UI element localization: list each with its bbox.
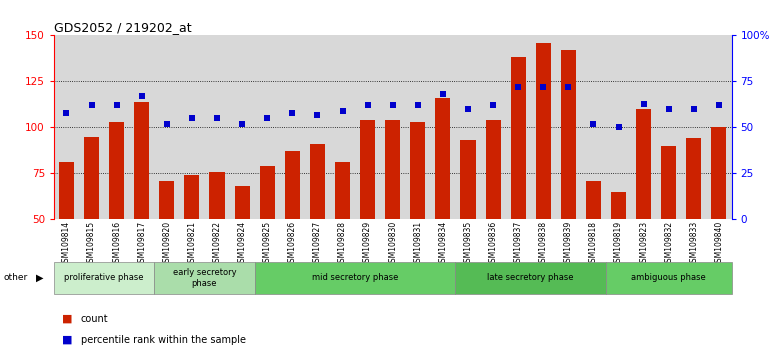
Point (336, 108, 349, 114)
Text: ▶: ▶ (36, 273, 44, 283)
Bar (511, 57, 526, 219)
Point (236, 121, 248, 127)
Point (562, 84, 574, 90)
Point (286, 110, 299, 115)
Bar (259, 166, 275, 219)
Point (713, 103, 725, 108)
Text: ■: ■ (62, 335, 72, 345)
Bar (586, 181, 601, 219)
Point (60, 110, 72, 115)
Bar (536, 43, 551, 219)
Point (688, 106, 700, 112)
Bar (109, 122, 124, 219)
Point (110, 103, 122, 108)
Bar (636, 109, 651, 219)
Text: early secretory
phase: early secretory phase (172, 268, 236, 287)
Text: count: count (81, 314, 109, 324)
Point (412, 103, 424, 108)
Text: ■: ■ (62, 314, 72, 324)
Text: GDS2052 / 219202_at: GDS2052 / 219202_at (54, 21, 192, 34)
Bar (360, 120, 375, 219)
Bar (335, 162, 350, 219)
Bar (686, 138, 701, 219)
Point (537, 84, 550, 90)
Bar (285, 152, 300, 219)
Point (437, 91, 449, 97)
Point (588, 121, 600, 127)
Point (638, 101, 650, 106)
Text: proliferative phase: proliferative phase (65, 273, 144, 282)
Bar (209, 172, 225, 219)
Bar (84, 137, 99, 219)
Point (487, 103, 499, 108)
Bar (410, 122, 425, 219)
Point (261, 115, 273, 121)
Text: other: other (4, 273, 28, 282)
Text: ambiguous phase: ambiguous phase (631, 273, 706, 282)
Text: late secretory phase: late secretory phase (487, 273, 574, 282)
Text: mid secretory phase: mid secretory phase (312, 273, 398, 282)
Point (361, 103, 373, 108)
Bar (159, 181, 174, 219)
Point (136, 93, 148, 99)
Point (186, 115, 198, 121)
Point (512, 84, 524, 90)
Bar (184, 175, 199, 219)
Bar (561, 50, 576, 219)
Point (311, 112, 323, 118)
Bar (255, 262, 455, 294)
Point (161, 121, 173, 127)
Bar (711, 127, 726, 219)
Point (211, 115, 223, 121)
Bar (460, 140, 476, 219)
Bar (435, 98, 450, 219)
Text: percentile rank within the sample: percentile rank within the sample (81, 335, 246, 345)
Bar (606, 262, 732, 294)
Point (387, 103, 399, 108)
Bar (310, 144, 325, 219)
Bar (134, 102, 149, 219)
Bar (486, 120, 500, 219)
Bar (611, 192, 626, 219)
Bar (59, 162, 74, 219)
Bar (235, 186, 249, 219)
Bar (385, 120, 400, 219)
Bar (154, 262, 255, 294)
Bar (455, 262, 606, 294)
Point (462, 106, 474, 112)
Point (85, 103, 98, 108)
Bar (661, 146, 676, 219)
Point (612, 125, 624, 130)
Point (663, 106, 675, 112)
Bar (54, 262, 154, 294)
